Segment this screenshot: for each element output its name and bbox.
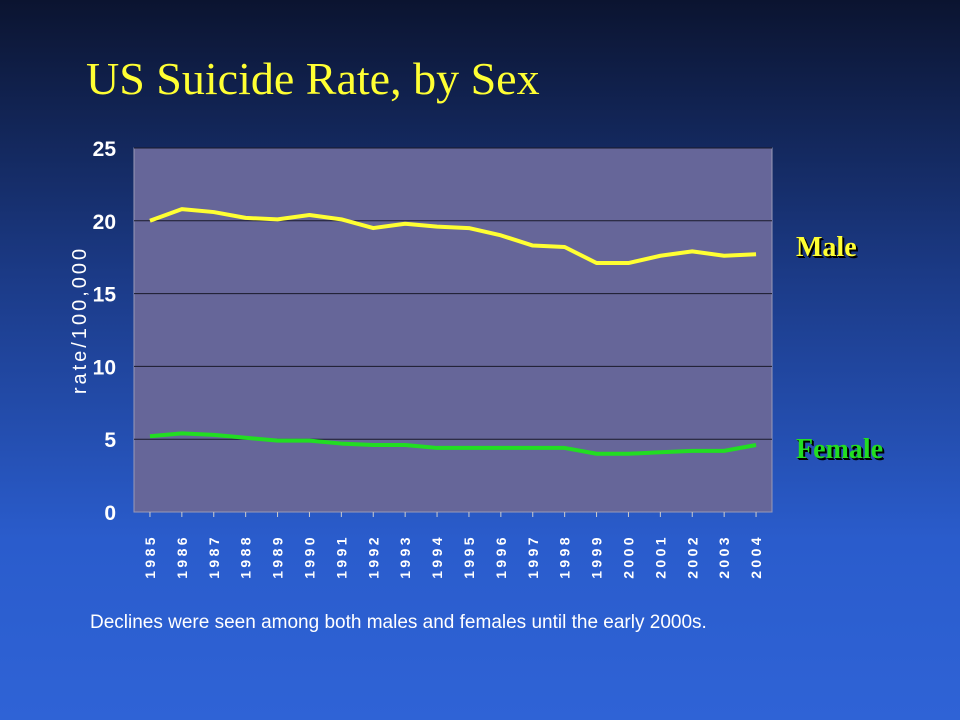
x-tick-label: 1993 (397, 534, 413, 579)
series-lines (149, 207, 757, 456)
x-tick-label: 2004 (748, 534, 764, 579)
x-tick-label: 1992 (365, 534, 381, 579)
series-label-male: Male (796, 232, 857, 263)
y-tick-label: 5 (104, 429, 116, 452)
slide-title: US Suicide Rate, by Sex (86, 53, 540, 104)
y-tick-label: 0 (104, 502, 116, 525)
x-tick-label: 1997 (525, 534, 541, 579)
gridlines (134, 147, 772, 440)
y-axis-label: rate/100,000 (69, 246, 91, 394)
x-tick-label: 2000 (620, 534, 636, 579)
x-tick-label: 1988 (238, 534, 254, 579)
x-tick-label: 1987 (206, 534, 222, 579)
y-axis-ticks: 0 5 10 15 20 25 (93, 138, 117, 525)
x-tick-label: 2002 (684, 534, 700, 579)
x-tick-label: 1996 (493, 534, 509, 579)
y-tick-label: 25 (93, 138, 117, 161)
x-tick-label: 1986 (174, 534, 190, 579)
x-tick-label: 2001 (652, 534, 668, 579)
x-tick-label: 1999 (589, 534, 605, 579)
plot-area (133, 147, 773, 513)
series-label-female: Female (796, 434, 884, 465)
series-line-female (149, 431, 757, 456)
x-tick-label: 1998 (557, 534, 573, 579)
y-tick-label: 20 (93, 211, 116, 234)
x-tick-label: 1995 (461, 534, 477, 579)
x-tick-label: 1990 (301, 534, 317, 579)
x-tick-label: 1994 (429, 534, 445, 579)
slide-caption: Declines were seen among both males and … (90, 612, 707, 633)
x-tick-label: 1989 (270, 534, 286, 579)
series-line-male (149, 207, 757, 266)
y-tick-label: 15 (93, 284, 117, 307)
x-tick-label: 1985 (142, 534, 158, 579)
x-tick-label: 2003 (716, 534, 732, 579)
x-axis-ticks: 1985 1986 1987 1988 1989 1990 1991 1992 1993 1994… (142, 512, 764, 579)
x-tick-label: 1991 (333, 534, 349, 579)
y-tick-label: 10 (93, 356, 116, 379)
